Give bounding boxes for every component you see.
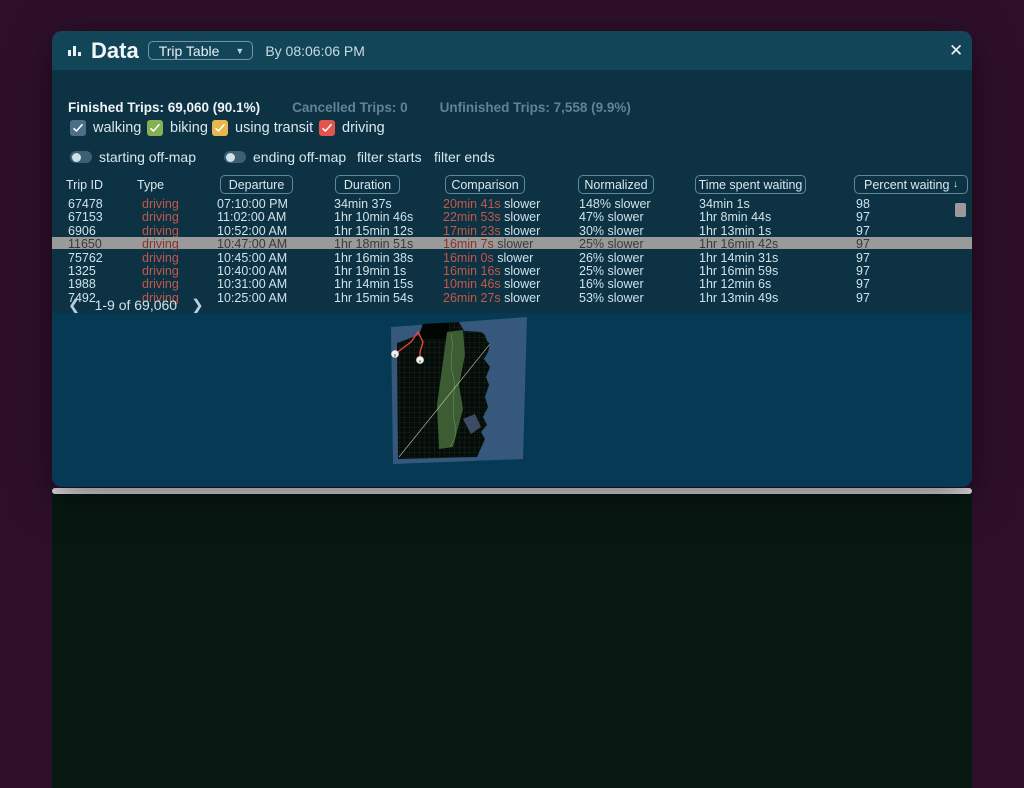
svg-text:A: A [419,359,422,363]
svg-text:B: B [394,353,397,357]
